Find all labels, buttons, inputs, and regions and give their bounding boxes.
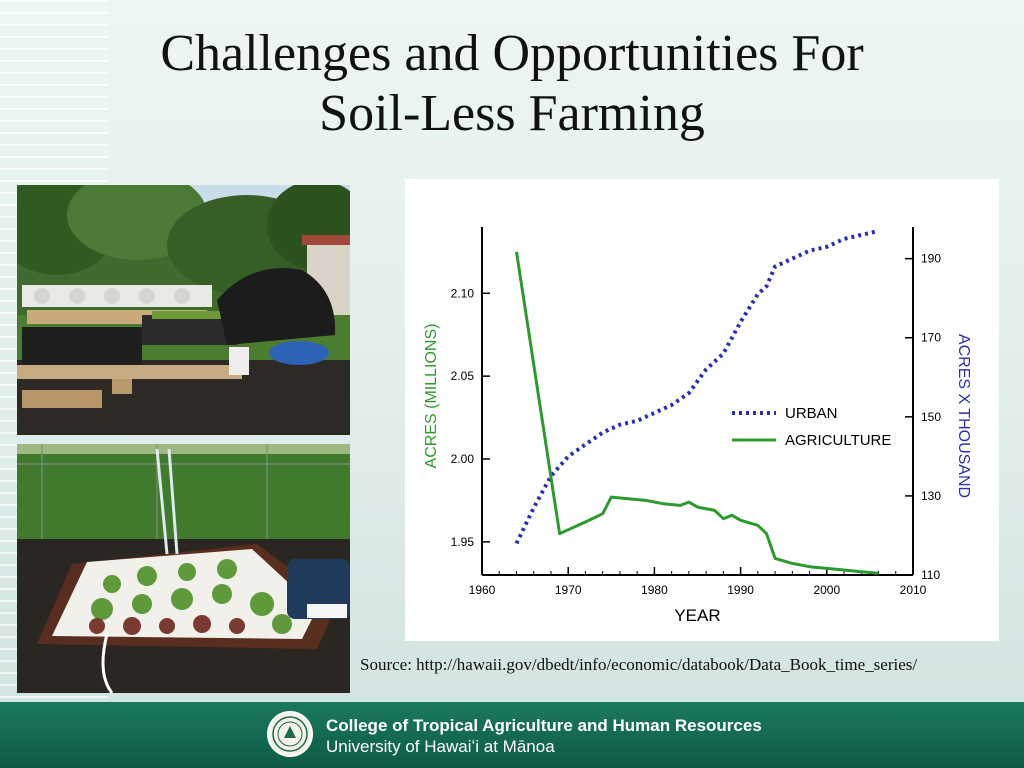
right-y-tick-label: 110 <box>921 568 940 582</box>
footer-bar <box>0 702 1024 768</box>
right-y-tick-label: 170 <box>921 331 941 345</box>
series-line-urban <box>514 229 879 545</box>
legend-label-urban: URBAN <box>785 405 838 422</box>
left-y-tick-label: 2.05 <box>451 369 475 383</box>
chart-panel: 1960 1970 1980 1990 2000 2010 1.95 2.00 2.05 2.10… <box>405 179 999 641</box>
series-line-agriculture <box>515 251 879 575</box>
slide-title: Challenges and Opportunities For Soil-Le… <box>60 24 964 144</box>
title-line-2: Soil-Less Farming <box>319 85 705 142</box>
left-y-tick-label: 2.10 <box>451 286 475 300</box>
footer-university-name: University of Hawaiʻi at Mānoa <box>326 737 555 756</box>
left-y-tick-label: 1.95 <box>451 535 475 549</box>
photo-aquaponic-tanks <box>17 185 350 435</box>
x-tick-label: 1980 <box>641 583 668 597</box>
right-y-tick-label: 150 <box>921 410 941 424</box>
x-tick-label: 1970 <box>555 583 582 597</box>
university-seal-icon <box>266 710 314 758</box>
right-y-tick-label: 190 <box>921 252 941 266</box>
x-axis-title: YEAR <box>674 606 720 625</box>
left-y-axis-title: ACRES (MILLIONS) <box>423 324 440 469</box>
x-tick-label: 2010 <box>900 583 927 597</box>
left-y-tick-label: 2.00 <box>451 452 475 466</box>
right-y-axis-title: ACRES X THOUSAND <box>955 334 972 498</box>
x-tick-label: 1990 <box>727 583 754 597</box>
right-y-tick-label: 130 <box>921 489 941 503</box>
source-citation: Source: http://hawaii.gov/dbedt/info/eco… <box>360 655 918 674</box>
x-tick-label: 1960 <box>469 583 496 597</box>
x-tick-label: 2000 <box>813 583 840 597</box>
legend-label-agriculture: AGRICULTURE <box>785 432 891 449</box>
footer-college-name: College of Tropical Agriculture and Huma… <box>326 716 762 735</box>
dual-axis-line-chart: 1960 1970 1980 1990 2000 2010 1.95 2.00 2.05 2.10… <box>423 227 972 625</box>
photo-lettuce-raft <box>17 444 350 693</box>
title-line-1: Challenges and Opportunities For <box>160 25 864 82</box>
